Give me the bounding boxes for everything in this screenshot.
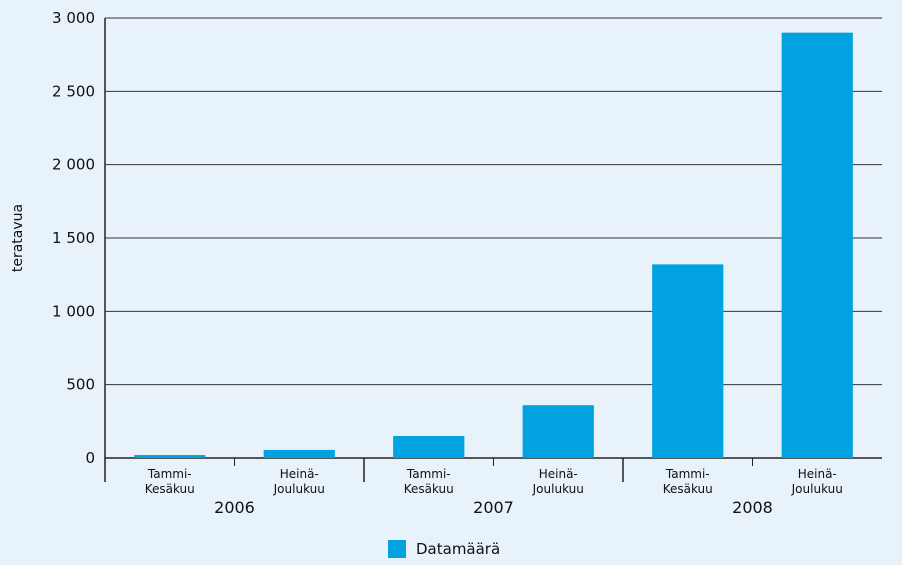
legend-label: Datamäärä [416,540,501,558]
y-tick-label: 0 [85,449,95,467]
y-tick-label: 3 000 [52,9,95,27]
category-label: Heinä-Joulukuu [532,467,584,496]
bar [652,264,724,458]
group-year-label: 2006 [214,498,255,517]
category-label: Heinä-Joulukuu [791,467,843,496]
legend-swatch [388,540,406,558]
y-tick-label: 500 [66,376,95,394]
group-year-label: 2007 [473,498,514,517]
bar [781,32,853,459]
category-label: Tammi-Kesäkuu [404,467,454,496]
y-axis-label: teratavua [10,204,26,272]
group-year-label: 2008 [732,498,773,517]
bar [263,449,335,458]
y-tick-label: 1 500 [52,229,95,247]
y-tick-label: 1 000 [52,302,95,320]
category-label: Tammi-Kesäkuu [145,467,195,496]
bar [522,405,594,458]
bar [393,436,465,458]
y-tick-label: 2 500 [52,82,95,100]
category-label: Heinä-Joulukuu [273,467,325,496]
bar-chart-svg: 0 500 1 000 1 500 2 000 2 500 3 000 teratavua Ta… [10,9,882,517]
bar [134,455,206,458]
legend: Datamäärä [388,540,500,558]
y-tick-label: 2 000 [52,156,95,174]
category-label: Tammi-Kesäkuu [663,467,713,496]
